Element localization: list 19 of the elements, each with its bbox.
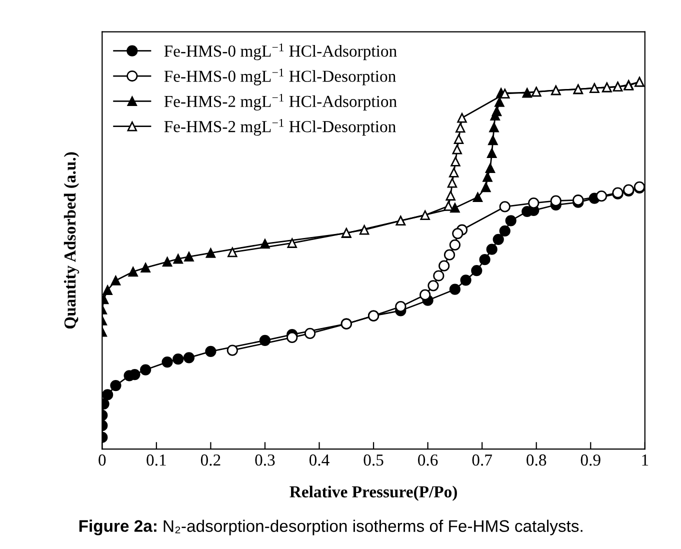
x-tick-label: 0.3 (255, 454, 275, 466)
legend-label: Fe-HMS-2 mgL$^{−1}$ HCl-Desorption (164, 119, 396, 136)
text: N₂-adsorption-desorption isotherms of Fe-HMS catalysts. (164, 520, 582, 536)
x-tick-label: 0.5 (364, 454, 384, 466)
x-tick-label: 0.6 (418, 454, 438, 466)
x-tick-label: 0.7 (472, 454, 492, 466)
x-tick-label: 0.1 (146, 454, 166, 466)
x-tick-label: 0.2 (200, 454, 220, 466)
x-tick-label: 0.9 (580, 454, 600, 466)
x-tick-label: 0.8 (526, 454, 546, 466)
x-tick-label: 0 (98, 454, 106, 466)
x-tick-label: 0.4 (309, 454, 330, 466)
legend-label: Fe-HMS-0 mgL$^{−1}$ HCl-Adsorption (164, 44, 397, 60)
x-axis-title: Relative Pressure(P/Po) (290, 486, 457, 501)
x-tick-label: 1 (642, 454, 648, 466)
legend-label: Fe-HMS-0 mgL$^{−1}$ HCl-Desorption (164, 68, 396, 86)
y-axis-title: Quantity Adsorbed (a.u.) (64, 152, 80, 329)
caption: Figure 2a: (79, 520, 156, 536)
legend-label: Fe-HMS-2 mgL$^{−1}$ HCl-Adsorption (164, 94, 397, 110)
